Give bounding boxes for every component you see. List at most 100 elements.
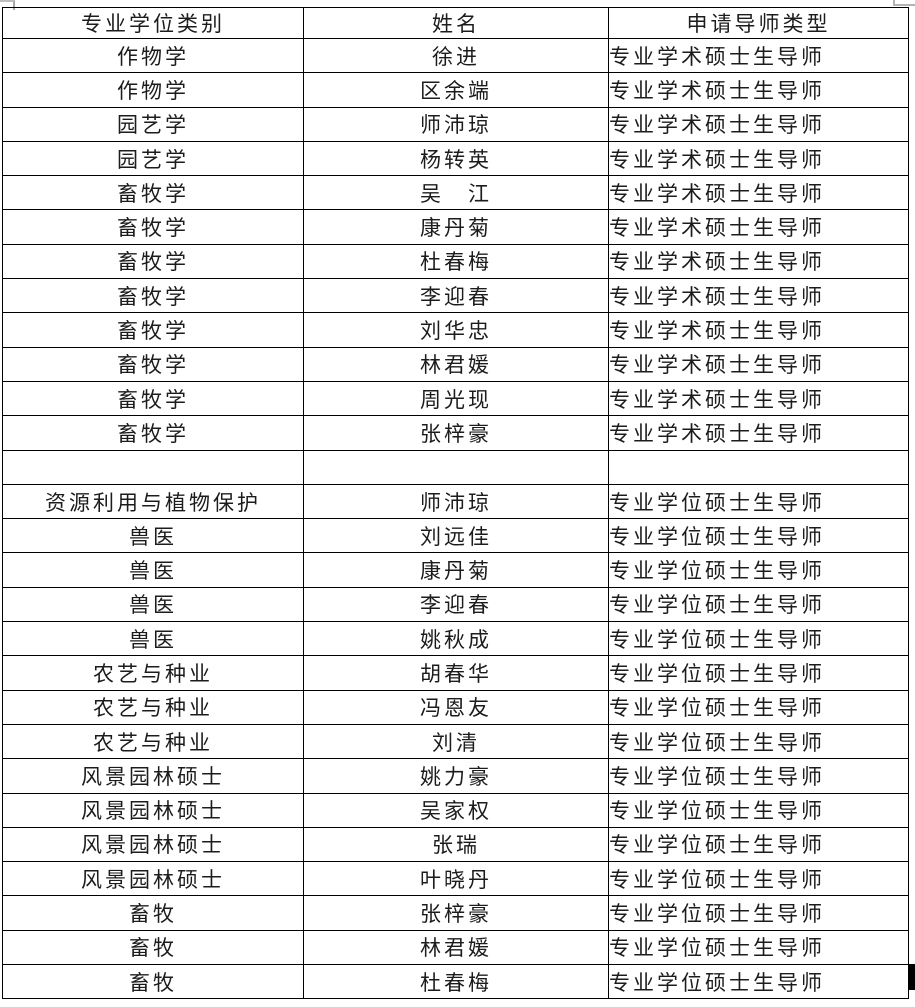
cell-supervisor-type: 专业学术硕士生导师 [608, 243, 909, 280]
cell-name: 林君媛 [303, 346, 609, 382]
table-row: 畜牧学 李迎春 专业学术硕士生导师 [2, 278, 909, 314]
cell-name: 吴 江 [303, 175, 609, 211]
cell-name: 李迎春 [303, 278, 609, 314]
cell-degree-category: 风景园林硕士 [2, 826, 304, 863]
cell-supervisor-type: 专业学位硕士生导师 [608, 826, 909, 863]
cell-name: 李迎春 [303, 586, 609, 623]
header-name: 姓名 [303, 7, 609, 39]
table-row: 畜牧学 刘华忠 专业学术硕士生导师 [2, 312, 909, 348]
cell-degree-category: 畜牧 [2, 929, 304, 966]
table-row: 畜牧学吴 江专业学术硕士生导师 [2, 175, 909, 211]
cell-degree-category: 风景园林硕士 [2, 861, 304, 897]
cell-degree-category: 畜牧学 [2, 209, 304, 245]
supervisor-roster-table: 专业学位类别 姓名 申请导师类型 作物学 徐进 专业学术硕士生导师 作物学 区余端 专业学… [2, 7, 909, 1000]
cell-degree-category [2, 449, 304, 485]
cell-supervisor-type: 专业学位硕士生导师 [608, 895, 909, 931]
cell-degree-category: 园艺学 [2, 140, 304, 177]
cell-degree-category: 风景园林硕士 [2, 792, 304, 828]
table-row: 兽医 康丹菊 专业学位硕士生导师 [2, 552, 909, 588]
cell-degree-category: 农艺与种业 [2, 689, 304, 725]
table-row: 畜牧学 杜春梅 专业学术硕士生导师 [2, 243, 909, 280]
cell-name: 刘华忠 [303, 312, 609, 348]
cell-name: 师沛琼 [303, 483, 609, 520]
cell-supervisor-type: 专业学位硕士生导师 [608, 723, 909, 760]
cell-supervisor-type: 专业学位硕士生导师 [608, 655, 909, 691]
table-row: 园艺学 师沛琼 专业学术硕士生导师 [2, 106, 909, 142]
cell-name: 周光现 [303, 380, 609, 417]
table-row: 畜牧 张梓豪 专业学位硕士生导师 [2, 895, 909, 931]
cell-name: 张瑞 [303, 826, 609, 863]
table-body: 作物学 徐进 专业学术硕士生导师 作物学 区余端 专业学术硕士生导师 园艺学 师沛琼 专业学术硕… [2, 37, 909, 1000]
cell-supervisor-type: 专业学位硕士生导师 [608, 586, 909, 623]
cell-supervisor-type: 专业学位硕士生导师 [608, 621, 909, 657]
cell-supervisor-type: 专业学位硕士生导师 [608, 929, 909, 966]
table-row: 风景园林硕士 姚力豪 专业学位硕士生导师 [2, 758, 909, 794]
table-row: 畜牧学 张梓豪 专业学术硕士生导师 [2, 415, 909, 451]
cell-supervisor-type: 专业学位硕士生导师 [608, 552, 909, 588]
cell-name [303, 449, 609, 485]
cell-name: 师沛琼 [303, 106, 609, 142]
cell-degree-category: 风景园林硕士 [2, 758, 304, 794]
cell-degree-category: 畜牧学 [2, 175, 304, 211]
cell-name: 刘远佳 [303, 518, 609, 554]
cell-supervisor-type: 专业学术硕士生导师 [608, 72, 909, 108]
cell-supervisor-type: 专业学术硕士生导师 [608, 415, 909, 451]
cell-supervisor-type: 专业学术硕士生导师 [608, 140, 909, 177]
cell-supervisor-type: 专业学术硕士生导师 [608, 312, 909, 348]
table-row: 风景园林硕士 叶晓丹 专业学位硕士生导师 [2, 861, 909, 897]
cell-degree-category: 兽医 [2, 621, 304, 657]
cell-name: 胡春华 [303, 655, 609, 691]
cell-supervisor-type: 专业学术硕士生导师 [608, 106, 909, 142]
cell-supervisor-type: 专业学位硕士生导师 [608, 792, 909, 828]
cell-degree-category: 畜牧学 [2, 415, 304, 451]
table-row [2, 449, 909, 485]
cell-name: 张梓豪 [303, 895, 609, 931]
cell-degree-category: 畜牧 [2, 895, 304, 931]
cell-supervisor-type: 专业学术硕士生导师 [608, 37, 909, 74]
supervisor-roster-table-container: 专业学位类别 姓名 申请导师类型 作物学 徐进 专业学术硕士生导师 作物学 区余端 专业学… [2, 7, 909, 1000]
cell-name: 姚秋成 [303, 621, 609, 657]
table-row: 畜牧学 林君媛 专业学术硕士生导师 [2, 346, 909, 382]
cell-name: 徐进 [303, 37, 609, 74]
cell-name: 冯恩友 [303, 689, 609, 725]
table-row: 兽医 李迎春 专业学位硕士生导师 [2, 586, 909, 623]
cell-name: 张梓豪 [303, 415, 609, 451]
cell-degree-category: 农艺与种业 [2, 723, 304, 760]
text-cursor-bar [909, 964, 915, 990]
cell-name: 杨转英 [303, 140, 609, 177]
table-row: 作物学 区余端 专业学术硕士生导师 [2, 72, 909, 108]
cell-degree-category: 农艺与种业 [2, 655, 304, 691]
cell-degree-category: 作物学 [2, 37, 304, 74]
table-row: 畜牧学 周光现 专业学术硕士生导师 [2, 380, 909, 417]
cell-degree-category: 畜牧学 [2, 278, 304, 314]
cell-name: 康丹菊 [303, 552, 609, 588]
table-row: 畜牧 杜春梅 专业学位硕士生导师 [2, 964, 909, 1000]
cell-degree-category: 资源利用与植物保护 [2, 483, 304, 520]
table-row: 风景园林硕士 吴家权 专业学位硕士生导师 [2, 792, 909, 828]
cell-supervisor-type: 专业学位硕士生导师 [608, 689, 909, 725]
cell-supervisor-type: 专业学位硕士生导师 [608, 964, 909, 1000]
cell-name: 区余端 [303, 72, 609, 108]
cell-supervisor-type: 专业学术硕士生导师 [608, 380, 909, 417]
cell-degree-category: 兽医 [2, 552, 304, 588]
cell-supervisor-type: 专业学术硕士生导师 [608, 346, 909, 382]
table-row: 作物学 徐进 专业学术硕士生导师 [2, 37, 909, 74]
cell-supervisor-type: 专业学术硕士生导师 [608, 175, 909, 211]
cell-degree-category: 畜牧学 [2, 243, 304, 280]
table-row: 农艺与种业 冯恩友 专业学位硕士生导师 [2, 689, 909, 725]
cell-degree-category: 畜牧 [2, 964, 304, 1000]
cell-name: 康丹菊 [303, 209, 609, 245]
table-row: 畜牧 林君媛 专业学位硕士生导师 [2, 929, 909, 966]
table-row: 资源利用与植物保护 师沛琼 专业学位硕士生导师 [2, 483, 909, 520]
page-corner-mark-icon [893, 0, 915, 6]
cell-degree-category: 作物学 [2, 72, 304, 108]
cell-degree-category: 畜牧学 [2, 312, 304, 348]
page-corner-mark-icon [0, 0, 15, 10]
table-row: 风景园林硕士 张瑞 专业学位硕士生导师 [2, 826, 909, 863]
cell-supervisor-type: 专业学位硕士生导师 [608, 861, 909, 897]
cell-degree-category: 兽医 [2, 518, 304, 554]
header-degree-category: 专业学位类别 [2, 7, 304, 39]
table-row: 兽医 姚秋成 专业学位硕士生导师 [2, 621, 909, 657]
cell-name: 姚力豪 [303, 758, 609, 794]
cell-supervisor-type: 专业学术硕士生导师 [608, 209, 909, 245]
